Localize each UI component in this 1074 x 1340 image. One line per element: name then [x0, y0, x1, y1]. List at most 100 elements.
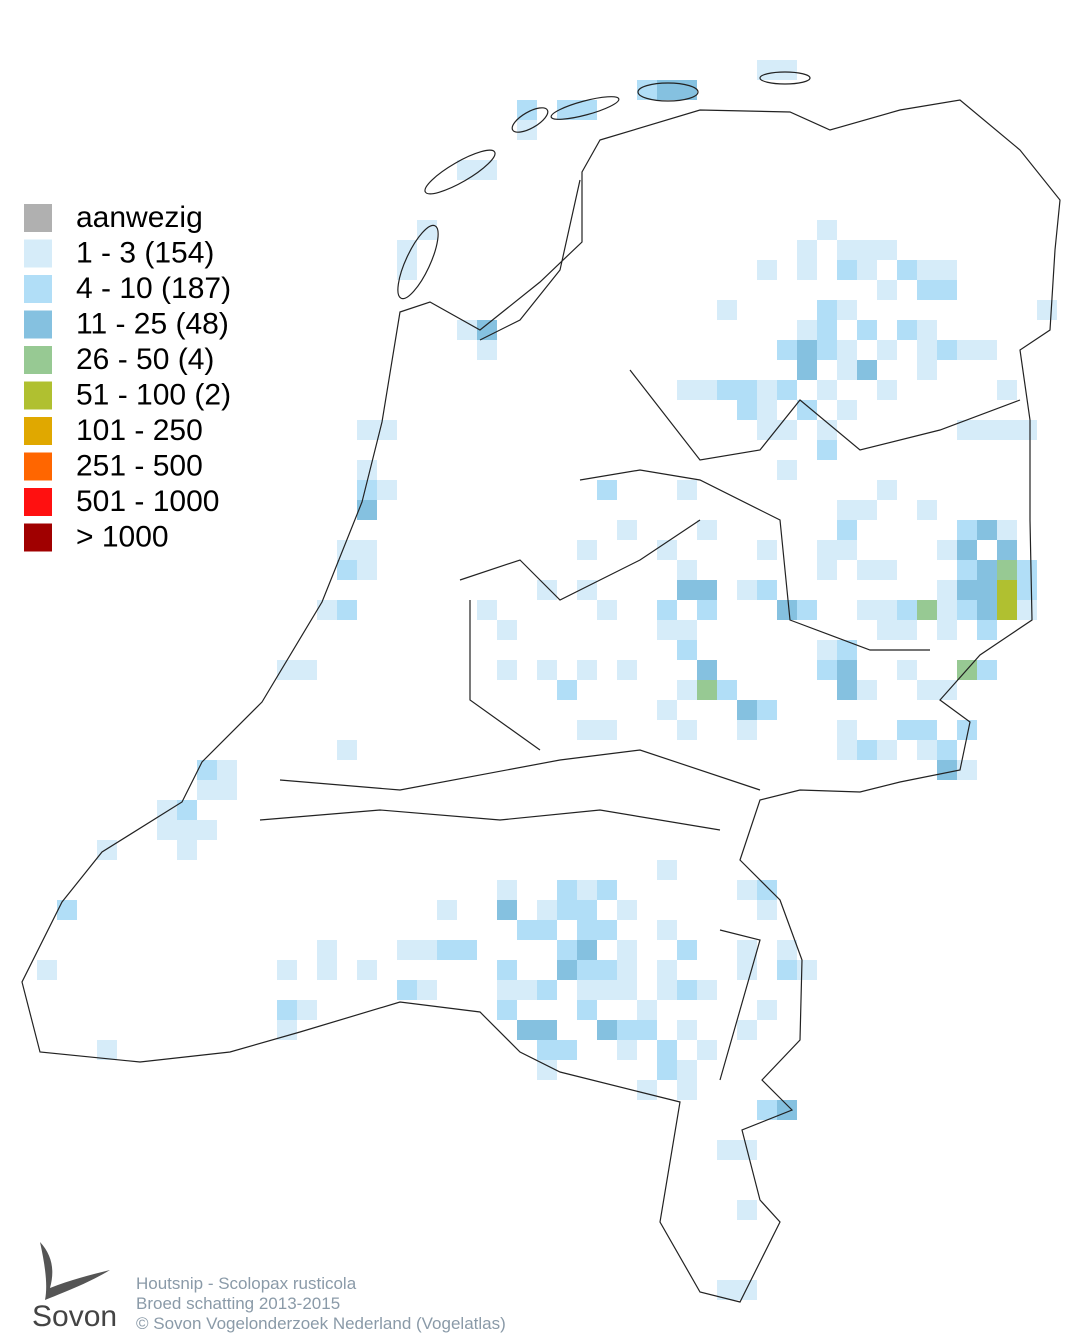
map-cell: [517, 980, 537, 1000]
map-cell: [937, 580, 957, 600]
map-cell: [657, 620, 677, 640]
map-cell: [937, 540, 957, 560]
map-cell: [597, 720, 617, 740]
map-cell: [857, 740, 877, 760]
map-cell: [977, 340, 997, 360]
species-name: Houtsnip - Scolopax rusticola: [136, 1274, 357, 1293]
map-cell: [737, 880, 757, 900]
map-cell: [417, 940, 437, 960]
map-cell: [717, 1280, 737, 1300]
map-cell: [397, 980, 417, 1000]
map-cell: [417, 220, 437, 240]
map-cell: [357, 420, 377, 440]
map-cell: [317, 940, 337, 960]
map-cell: [657, 860, 677, 880]
map-cell: [677, 380, 697, 400]
map-cell: [957, 540, 977, 560]
map-cell: [1017, 560, 1037, 580]
logo-bird: [40, 1242, 110, 1300]
map-cell: [337, 560, 357, 580]
map-cell: [817, 380, 837, 400]
map-cell: [577, 580, 597, 600]
map-cell: [717, 380, 737, 400]
map-cell: [757, 1000, 777, 1020]
map-cell: [617, 940, 637, 960]
map-cell: [817, 420, 837, 440]
map-cell: [317, 600, 337, 620]
legend-swatch: [24, 452, 52, 481]
map-cell: [557, 880, 577, 900]
map-cell: [877, 380, 897, 400]
map-cell: [1017, 580, 1037, 600]
map-cell: [997, 600, 1017, 620]
map-cell: [897, 720, 917, 740]
map-cell: [817, 560, 837, 580]
map-cell: [797, 240, 817, 260]
map-cell: [817, 440, 837, 460]
map-cell: [877, 560, 897, 580]
map-cell: [917, 340, 937, 360]
map-cell: [777, 960, 797, 980]
map-cell: [757, 1100, 777, 1120]
map-cell: [617, 1040, 637, 1060]
map-cell: [817, 340, 837, 360]
map-cell: [477, 340, 497, 360]
map-cell: [577, 960, 597, 980]
map-cell: [477, 320, 497, 340]
map-cell: [937, 340, 957, 360]
legend-label: 4 - 10 (187): [76, 272, 231, 305]
map-cell: [757, 380, 777, 400]
map-cell: [437, 900, 457, 920]
map-cell: [757, 700, 777, 720]
map-cell: [557, 1040, 577, 1060]
map-cell: [997, 540, 1017, 560]
map-cell: [697, 600, 717, 620]
map-cell: [897, 260, 917, 280]
map-cell: [857, 680, 877, 700]
legend-swatch: [24, 417, 52, 445]
map-cell: [957, 560, 977, 580]
map-cell: [917, 260, 937, 280]
map-cell: [717, 1140, 737, 1160]
map-cell: [177, 800, 197, 820]
map-cell: [577, 540, 597, 560]
map-cell: [617, 960, 637, 980]
island: [397, 224, 439, 300]
map-cell: [617, 900, 637, 920]
map-cell: [657, 600, 677, 620]
map-cell: [657, 1040, 677, 1060]
legend-label: aanwezig: [76, 201, 203, 234]
map-cell: [37, 960, 57, 980]
map-cell: [597, 980, 617, 1000]
map-cell: [957, 340, 977, 360]
map-cell: [937, 760, 957, 780]
map-cell: [657, 1060, 677, 1080]
map-cell: [697, 980, 717, 1000]
map-cell: [577, 880, 597, 900]
legend-label: > 1000: [76, 520, 169, 553]
map-cell: [677, 480, 697, 500]
map-cell: [197, 820, 217, 840]
map-cell: [637, 1020, 657, 1040]
map-cell: [557, 900, 577, 920]
map-cell: [537, 1040, 557, 1060]
map-cell: [397, 940, 417, 960]
map-cell: [477, 160, 497, 180]
map-cell: [277, 1020, 297, 1040]
credit: © Sovon Vogelonderzoek Nederland (Vogela…: [136, 1314, 506, 1333]
map-cell: [777, 940, 797, 960]
map-cell: [197, 760, 217, 780]
map-cell: [177, 840, 197, 860]
map-cell: [757, 580, 777, 600]
map-cell: [297, 660, 317, 680]
map-cell: [957, 420, 977, 440]
map-cell: [997, 580, 1017, 600]
map-cell: [337, 740, 357, 760]
country-border: [21, 99, 1061, 1303]
map-cell: [697, 1040, 717, 1060]
map-cell: [857, 500, 877, 520]
map-cell: [417, 980, 437, 1000]
map-cell: [537, 1060, 557, 1080]
map-cell: [677, 1080, 697, 1100]
